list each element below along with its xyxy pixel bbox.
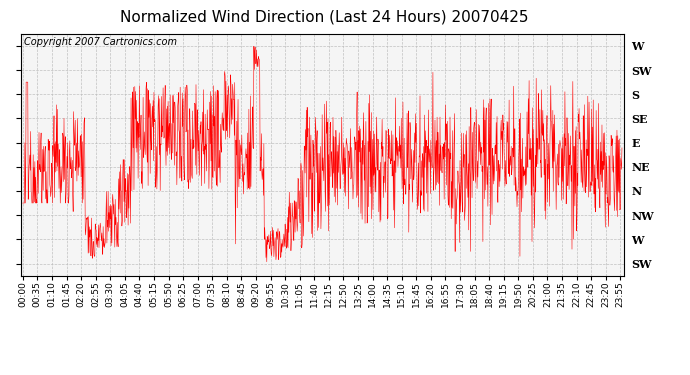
Text: Copyright 2007 Cartronics.com: Copyright 2007 Cartronics.com [23, 38, 177, 47]
Text: Normalized Wind Direction (Last 24 Hours) 20070425: Normalized Wind Direction (Last 24 Hours… [120, 9, 529, 24]
